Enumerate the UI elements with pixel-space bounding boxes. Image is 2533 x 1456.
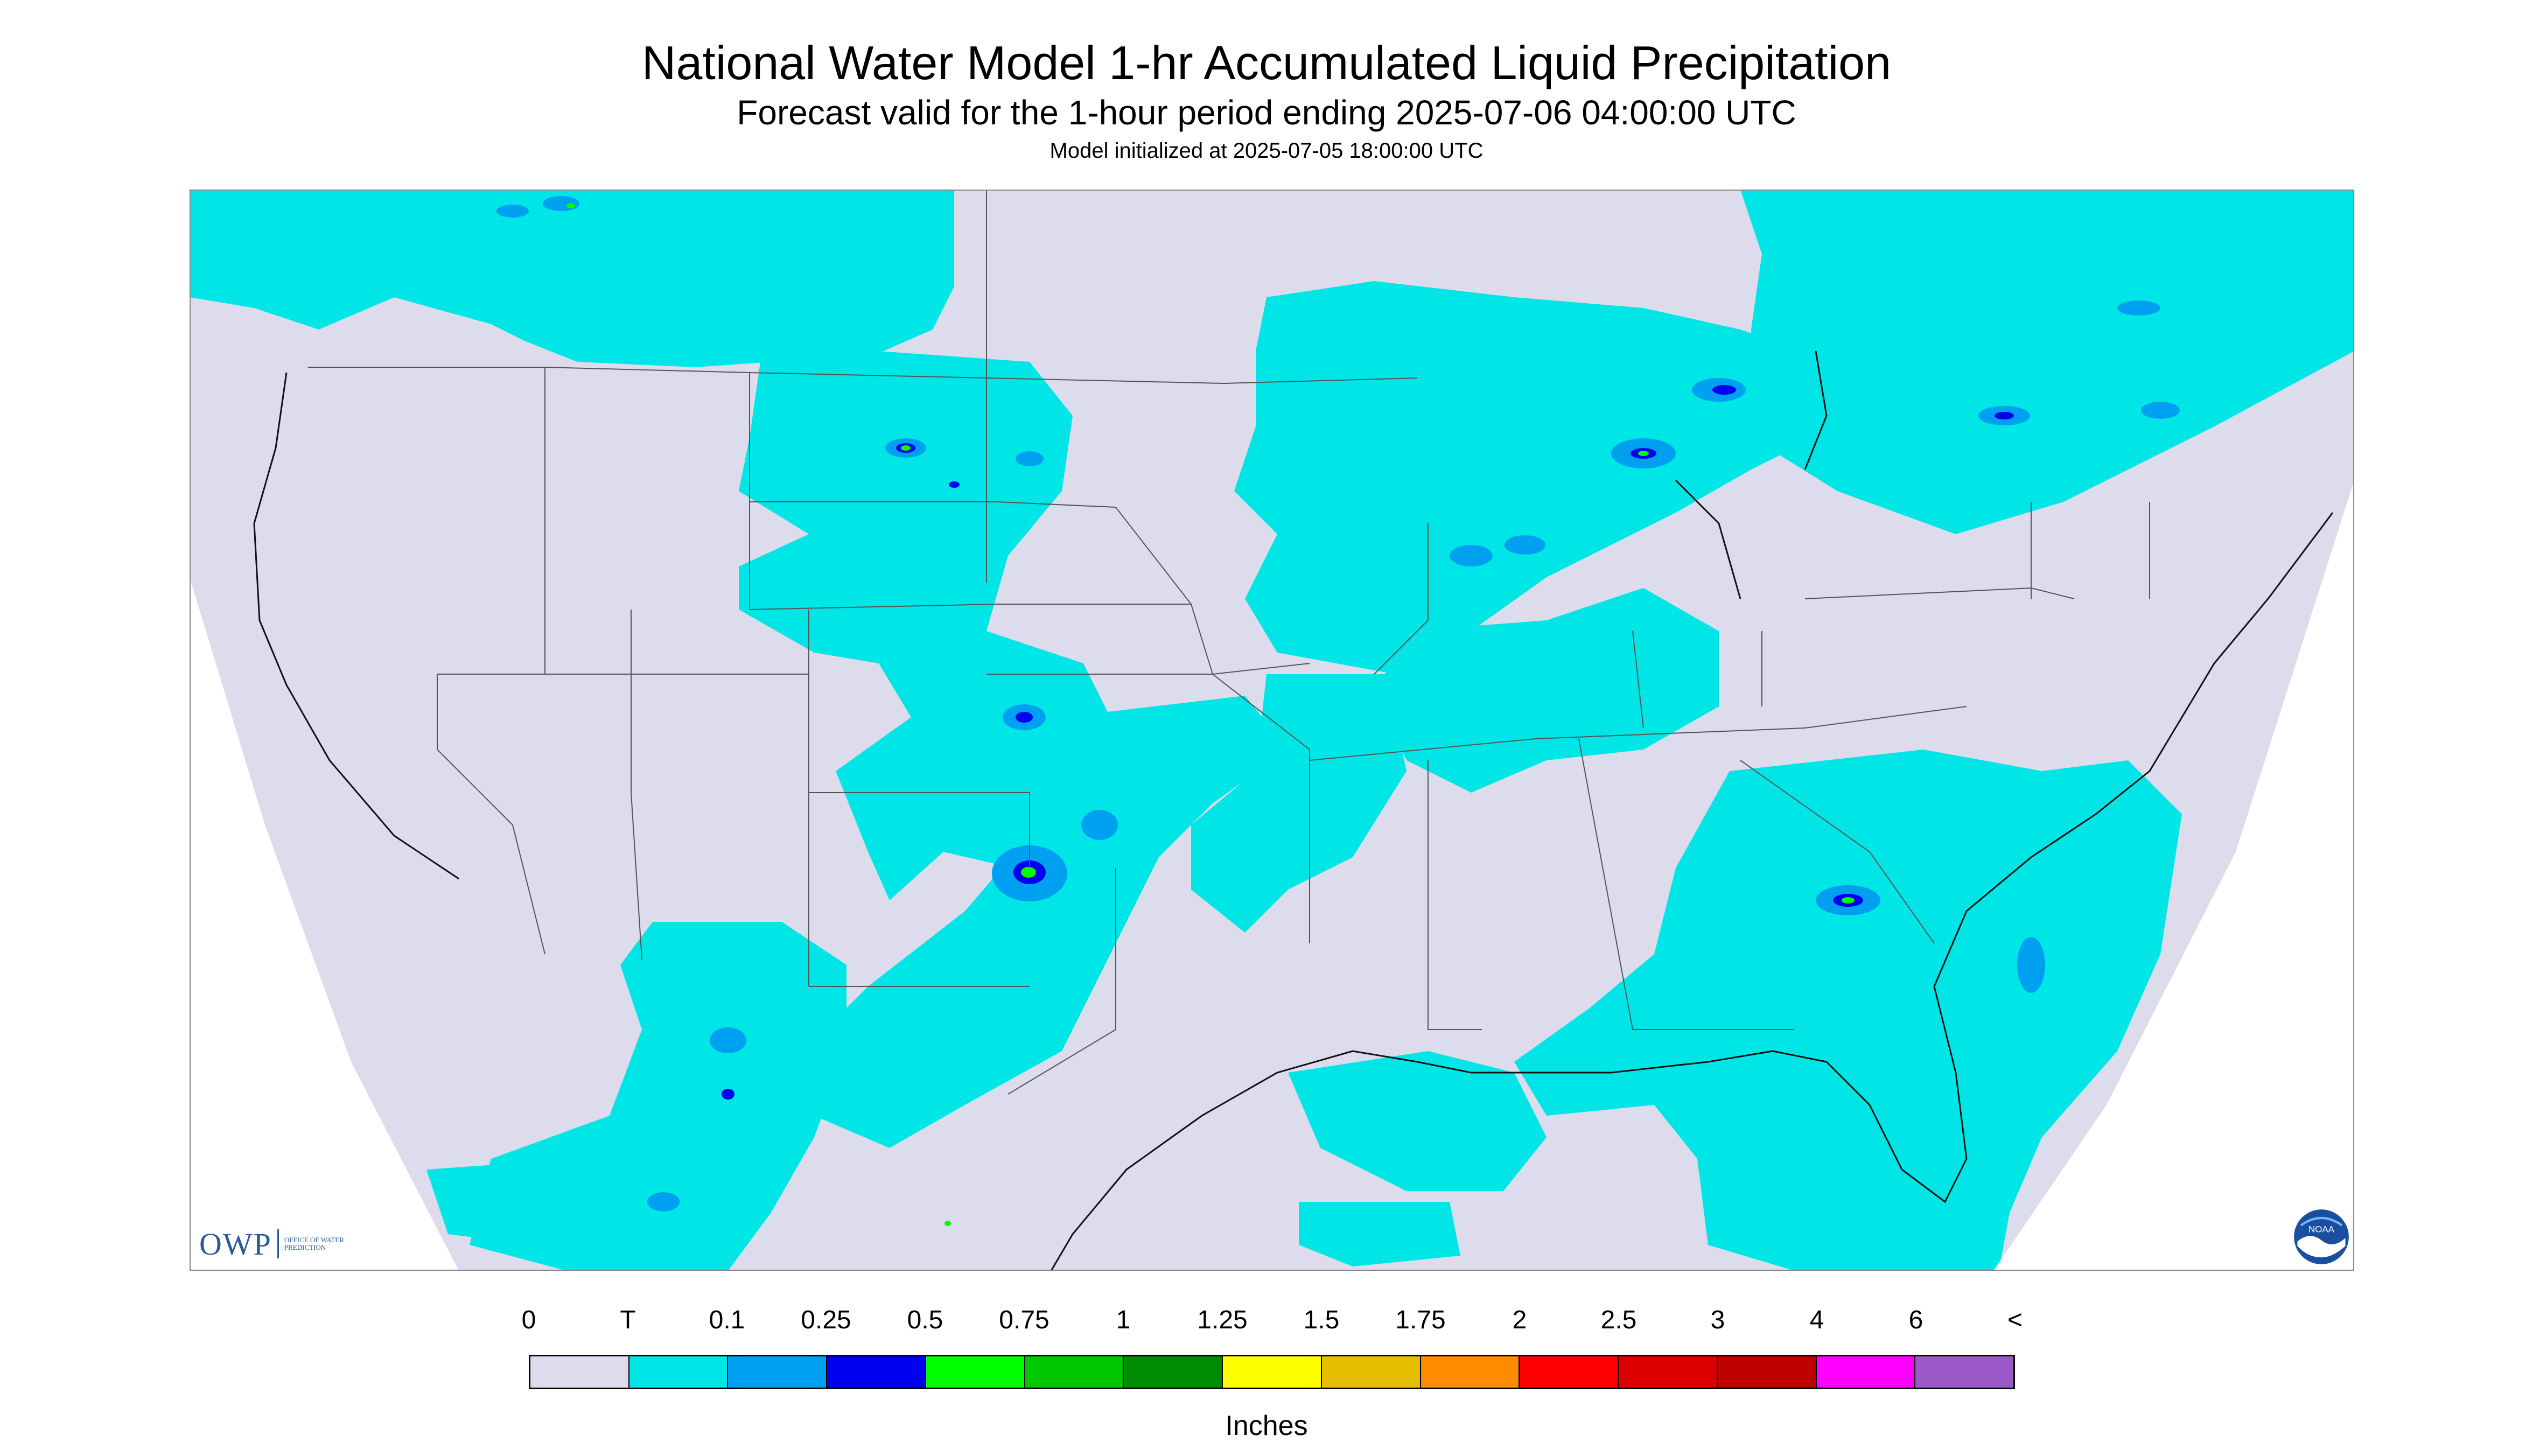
legend-tick-label: 0.75: [999, 1306, 1049, 1334]
legend-tick-label: 0.1: [709, 1306, 745, 1334]
legend-swatch: [1025, 1356, 1124, 1388]
state-boundaries: [308, 190, 2150, 1095]
legend-swatch: [1717, 1356, 1817, 1388]
legend-swatch: [629, 1356, 729, 1388]
legend-colorbar: [529, 1355, 2015, 1389]
legend-tick-label: 4: [1809, 1306, 1824, 1334]
legend-swatch: [1223, 1356, 1322, 1388]
legend-tick-label: 1.25: [1197, 1306, 1248, 1334]
noaa-logo: NOAA: [2294, 1209, 2349, 1264]
legend-tick-label: 3: [1710, 1306, 1725, 1334]
precip-trace-areas: [190, 190, 2354, 1271]
legend-labels: 0 T 0.1 0.25 0.5 0.75 1 1.25 1.5 1.75 2 2.5 3 4 6 <: [0, 1305, 2533, 1343]
legend-units: Inches: [1225, 1410, 1308, 1441]
legend-swatch: [1816, 1356, 1916, 1388]
legend-tick-label: 1: [1116, 1306, 1131, 1334]
legend-swatch: [1421, 1356, 1520, 1388]
noaa-logo-text: NOAA: [2308, 1224, 2335, 1235]
legend-swatch: [1124, 1356, 1223, 1388]
model-init-text: Model initialized at 2025-07-05 18:00:00…: [1049, 139, 1484, 163]
legend-swatch: [827, 1356, 926, 1388]
legend-tick-label: 2.5: [1600, 1306, 1637, 1334]
legend-swatch: [1619, 1356, 1718, 1388]
owp-logo: OWP OFFICE OF WATER PREDICTION: [199, 1221, 349, 1266]
map-title: National Water Model 1-hr Accumulated Li…: [641, 36, 1892, 89]
legend-swatch: [1915, 1356, 2014, 1388]
owp-logo-text: OWP: [199, 1226, 272, 1262]
legend-swatch: [1520, 1356, 1619, 1388]
legend-tick-label: 1.5: [1303, 1306, 1340, 1334]
legend-swatch: [1321, 1356, 1421, 1388]
coastlines: [253, 351, 2334, 1271]
legend-tick-label: 1.75: [1395, 1306, 1446, 1334]
legend-tick-label: 0.25: [801, 1306, 851, 1334]
legend-swatch: [926, 1356, 1025, 1388]
map-subtitle: Forecast valid for the 1-hour period end…: [737, 93, 1796, 132]
precip-heavy-areas: [566, 203, 1855, 1226]
legend-tick-label: T: [620, 1306, 636, 1334]
legend-tick-label: 6: [1908, 1306, 1923, 1334]
legend-swatch: [728, 1356, 828, 1388]
owp-logo-subtext: OFFICE OF WATER PREDICTION: [284, 1236, 344, 1251]
legend-swatch: [530, 1356, 629, 1388]
owp-logo-divider: [277, 1229, 279, 1258]
legend-tick-label: 0.5: [907, 1306, 943, 1334]
precipitation-map: [190, 190, 2354, 1271]
legend-tick-label: 2: [1512, 1306, 1527, 1334]
legend-tick-label: 0: [521, 1306, 536, 1334]
legend-tick-label: <: [2007, 1306, 2023, 1334]
